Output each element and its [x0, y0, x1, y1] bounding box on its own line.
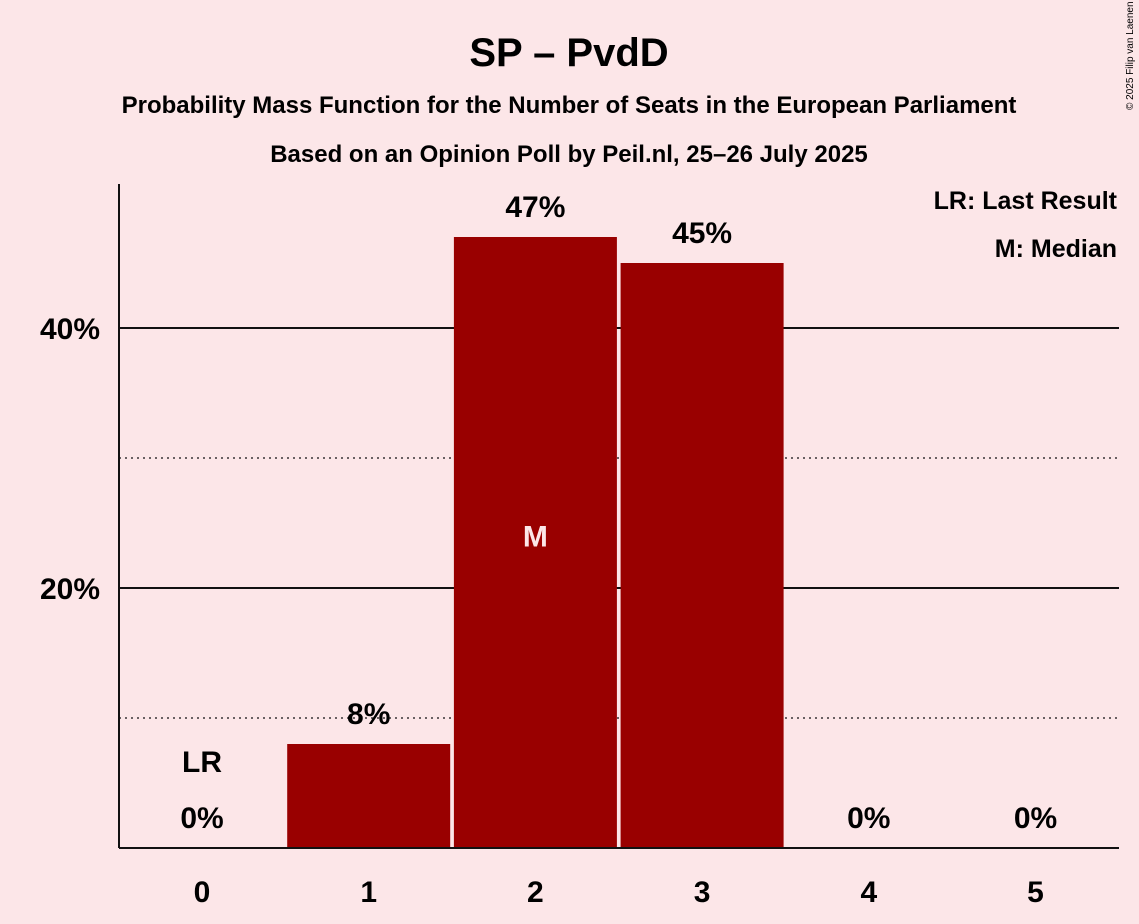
bars — [287, 237, 784, 848]
x-tick-label: 3 — [694, 876, 711, 909]
chart-title: SP – PvdD — [469, 31, 668, 75]
x-tick-label: 1 — [360, 876, 377, 909]
legend-last-result: LR: Last Result — [934, 187, 1118, 215]
x-tick-label: 5 — [1027, 876, 1044, 909]
median-marker: M — [523, 521, 548, 554]
x-tick-label: 0 — [194, 876, 211, 909]
bar-labels: 0% 0 8% 1 47% 2 45% 3 0% 4 0% 5 M LR — [180, 191, 1057, 909]
legend-median: M: Median — [995, 235, 1117, 263]
x-tick-label: 4 — [860, 876, 877, 909]
copyright-notice: © 2025 Filip van Laenen — [1125, 1, 1136, 110]
gridlines: 20% 40% — [40, 313, 1119, 719]
bar-value-label: 47% — [505, 191, 565, 224]
bar-value-label: 0% — [180, 802, 223, 835]
bar-value-label: 8% — [347, 698, 390, 731]
bar — [620, 263, 784, 848]
bar — [453, 237, 617, 848]
x-tick-label: 2 — [527, 876, 544, 909]
bar-value-label: 0% — [1014, 802, 1057, 835]
y-tick-label: 40% — [40, 313, 100, 346]
axes — [118, 184, 1119, 849]
bar-value-label: 0% — [847, 802, 890, 835]
bar — [287, 744, 451, 848]
last-result-marker: LR — [182, 746, 222, 779]
chart-subtitle: Probability Mass Function for the Number… — [122, 92, 1017, 119]
bar-value-label: 45% — [672, 217, 732, 250]
chart-subtitle-source: Based on an Opinion Poll by Peil.nl, 25–… — [270, 141, 868, 168]
y-tick-label: 20% — [40, 573, 100, 606]
